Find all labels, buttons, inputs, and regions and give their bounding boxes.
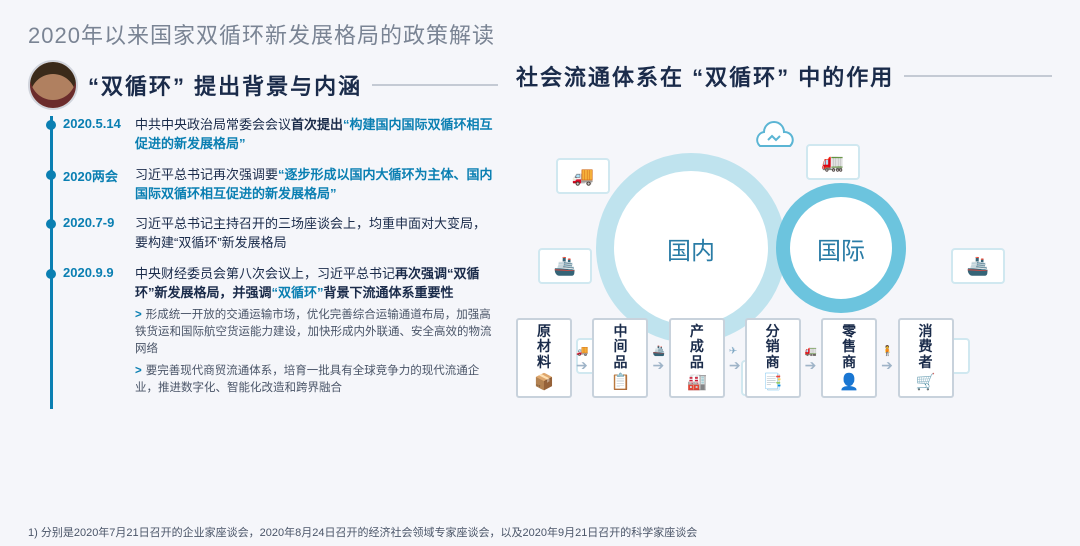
event-body: 中共中央政治局常委会会议首次提出“构建国内国际双循环相互促进的新发展格局” [135, 116, 498, 154]
divider [904, 75, 1052, 77]
right-panel: 社会流通体系在 “双循环” 中的作用 国内 国际 🚚🚛🚢🚢✈✈🚂 原材料📦🚚➔中… [516, 60, 1052, 409]
timeline-line [50, 116, 53, 409]
timeline-event: 2020.9.9中央财经委员会第八次会议上，习近平总书记再次强调“双循环”新发展… [63, 265, 498, 397]
chain-node: 分销商📑 [745, 318, 801, 398]
event-body: 习近平总书记主持召开的三场座谈会上，均重申面对大变局，要构建“双循环”新发展格局 [135, 215, 498, 253]
event-date: 2020.9.9 [63, 265, 135, 397]
chain-arrow-icon: 🧍➔ [881, 341, 893, 374]
chain-node: 中间品📋 [592, 318, 648, 398]
chain-arrow-icon: 🚛➔ [805, 341, 817, 374]
event-date: 2020两会 [63, 166, 135, 204]
intl-ring: 国际 [776, 183, 906, 313]
timeline-events: 2020.5.14中共中央政治局常委会会议首次提出“构建国内国际双循环相互促进的… [63, 116, 498, 409]
footnote: 1) 分别是2020年7月21日召开的企业家座谈会，2020年8月24日召开的经… [28, 524, 1052, 540]
domestic-ring: 国内 [596, 153, 786, 343]
left-heading: “双循环” 提出背景与内涵 [88, 69, 362, 101]
transport-icon: 🚚 [556, 158, 610, 194]
circulation-diagram: 国内 国际 🚚🚛🚢🚢✈✈🚂 原材料📦🚚➔中间品📋🚢➔产成品🏭✈➔分销商📑🚛➔零售… [516, 98, 1052, 398]
timeline-event: 2020.7-9习近平总书记主持召开的三场座谈会上，均重申面对大变局，要构建“双… [63, 215, 498, 253]
event-body: 中央财经委员会第八次会议上，习近平总书记再次强调“双循环”新发展格局，并强调“双… [135, 265, 498, 397]
page-title: 2020年以来国家双循环新发展格局的政策解读 [28, 18, 1052, 50]
divider [372, 84, 498, 86]
right-heading: 社会流通体系在 “双循环” 中的作用 [516, 60, 894, 92]
chain-arrow-icon: 🚚➔ [576, 341, 588, 374]
timeline-event: 2020.5.14中共中央政治局常委会会议首次提出“构建国内国际双循环相互促进的… [63, 116, 498, 154]
leader-avatar [28, 60, 78, 110]
transport-icon: 🚢 [951, 248, 1005, 284]
chain-node: 产成品🏭 [669, 318, 725, 398]
left-panel: “双循环” 提出背景与内涵 2020.5.14中共中央政治局常委会会议首次提出“… [28, 60, 498, 409]
chain-node: 原材料📦 [516, 318, 572, 398]
cloud-exchange-icon [750, 118, 798, 156]
event-date: 2020.7-9 [63, 215, 135, 253]
event-body: 习近平总书记再次强调要“逐步形成以国内大循环为主体、国内国际双循环相互促进的新发… [135, 166, 498, 204]
transport-icon: 🚛 [806, 144, 860, 180]
supply-chain: 原材料📦🚚➔中间品📋🚢➔产成品🏭✈➔分销商📑🚛➔零售商👤🧍➔消费者🛒 [516, 318, 1052, 398]
chain-node: 零售商👤 [821, 318, 877, 398]
event-date: 2020.5.14 [63, 116, 135, 154]
timeline-event: 2020两会习近平总书记再次强调要“逐步形成以国内大循环为主体、国内国际双循环相… [63, 166, 498, 204]
chain-arrow-icon: 🚢➔ [652, 341, 664, 374]
chain-arrow-icon: ✈➔ [729, 341, 741, 374]
chain-node: 消费者🛒 [898, 318, 954, 398]
transport-icon: 🚢 [538, 248, 592, 284]
